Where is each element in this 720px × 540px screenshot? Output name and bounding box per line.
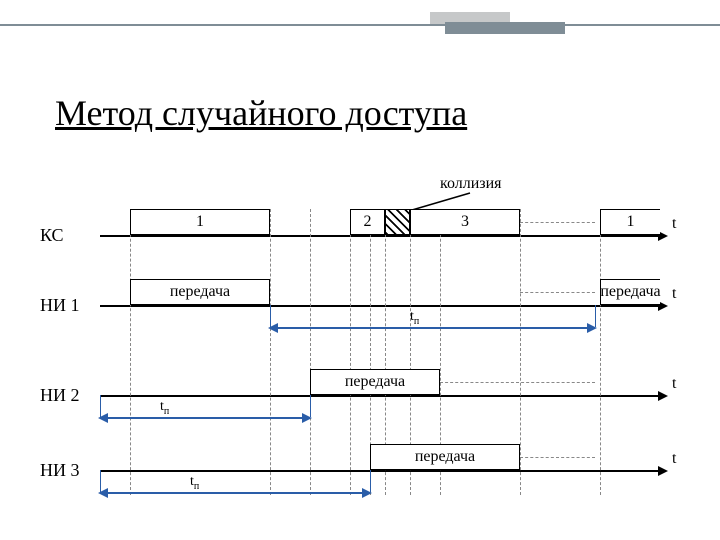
hdash	[520, 292, 595, 293]
hdash	[440, 382, 595, 383]
kc-block-2: 3	[410, 209, 520, 235]
vguide	[130, 209, 131, 495]
tp-label-ni3: tп	[190, 474, 199, 492]
tp-tick	[100, 470, 101, 492]
axis-arrow-ni2	[658, 391, 668, 401]
hdash	[520, 457, 595, 458]
tp-tick	[370, 470, 371, 492]
page-title: Метод случайного доступа	[55, 92, 467, 134]
timing-diagram: коллизияКСtНИ 1tНИ 2tНИ 3t1231передачапе…	[40, 175, 680, 515]
kc-block-0: 1	[130, 209, 270, 235]
t-label-ni1: t	[672, 285, 676, 303]
ni1-block-1: передача	[600, 279, 660, 305]
tp-tick	[310, 395, 311, 417]
axis-ni1	[100, 305, 660, 307]
t-label-ni3: t	[672, 450, 676, 468]
tp-label-ni1: tп	[410, 309, 419, 327]
vguide	[270, 209, 271, 495]
vguide	[600, 209, 601, 495]
ni3-block-0: передача	[370, 444, 520, 470]
ni2-block-0: передача	[310, 369, 440, 395]
hdash	[520, 222, 595, 223]
vguide	[310, 209, 311, 495]
t-label-ni2: t	[672, 375, 676, 393]
tp-line-ni1	[270, 327, 595, 329]
header-decoration	[0, 0, 720, 40]
row-label-ni1: НИ 1	[40, 295, 80, 316]
axis-ni3	[100, 470, 660, 472]
tp-tick	[100, 395, 101, 417]
kc-collision-hatch	[385, 209, 410, 235]
vguide	[350, 209, 351, 495]
t-label-kc: t	[672, 215, 676, 233]
axis-ni2	[100, 395, 660, 397]
kc-block-3: 1	[600, 209, 660, 235]
ni1-block-0: передача	[130, 279, 270, 305]
axis-arrow-ni3	[658, 466, 668, 476]
row-label-kc: КС	[40, 225, 64, 246]
row-label-ni3: НИ 3	[40, 460, 80, 481]
tp-line-ni2	[100, 417, 310, 419]
deco-line	[0, 24, 720, 26]
tp-tick	[595, 305, 596, 327]
row-label-ni2: НИ 2	[40, 385, 80, 406]
tp-tick	[270, 305, 271, 327]
axis-kc	[100, 235, 660, 237]
kc-block-1: 2	[350, 209, 385, 235]
tp-label-ni2: tп	[160, 399, 169, 417]
vguide	[520, 209, 521, 495]
tp-line-ni3	[100, 492, 370, 494]
